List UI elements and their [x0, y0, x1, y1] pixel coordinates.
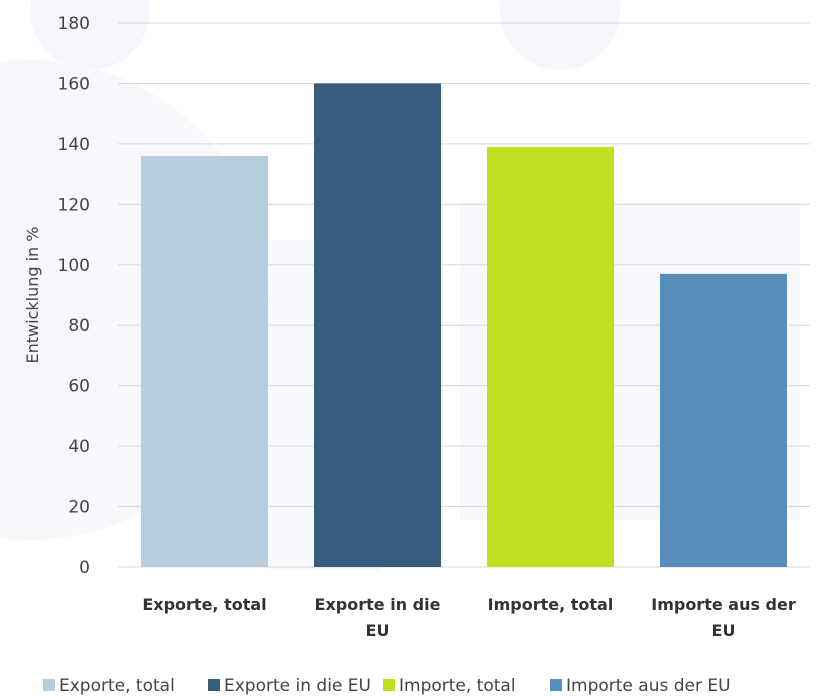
bar	[487, 146, 614, 567]
legend-swatch	[43, 679, 55, 691]
x-category-label: Importe, total	[488, 595, 614, 614]
legend-swatch	[208, 679, 220, 691]
legend-swatch	[550, 679, 562, 691]
legend-label: Importe, total	[399, 676, 516, 696]
bars	[141, 83, 787, 567]
y-tick-label: 160	[58, 74, 90, 94]
x-category-label: Exporte in die	[315, 595, 441, 614]
legend-label: Importe aus der EU	[566, 676, 731, 696]
y-tick-label: 20	[68, 498, 90, 518]
y-tick-label: 80	[68, 316, 90, 336]
x-category-label: Exporte, total	[142, 595, 266, 614]
x-category-label: EU	[366, 621, 390, 640]
legend: Exporte, total Exporte in die EU Importe, …	[43, 676, 731, 696]
x-category-label: EU	[712, 621, 736, 640]
y-tick-label: 60	[68, 377, 90, 397]
y-tick-label: 40	[68, 437, 90, 457]
y-tick-label: 180	[58, 14, 90, 34]
y-tick-label: 120	[58, 195, 90, 215]
x-axis-category-labels: Exporte, total Exporte in die EU Importe, t…	[142, 595, 796, 640]
y-axis-tick-labels: 0 20 40 60 80 100 120 140 160 180	[58, 14, 90, 578]
x-category-label: Importe aus der	[651, 595, 796, 614]
bar	[660, 273, 787, 567]
bar	[314, 83, 441, 567]
legend-swatch	[383, 679, 395, 691]
y-tick-label: 140	[58, 135, 90, 155]
y-tick-label: 100	[58, 256, 90, 276]
y-axis-title: Entwicklung in %	[23, 227, 42, 364]
bar	[141, 155, 268, 567]
y-tick-label: 0	[79, 558, 90, 578]
legend-label: Exporte in die EU	[224, 676, 371, 696]
legend-label: Exporte, total	[59, 676, 175, 696]
